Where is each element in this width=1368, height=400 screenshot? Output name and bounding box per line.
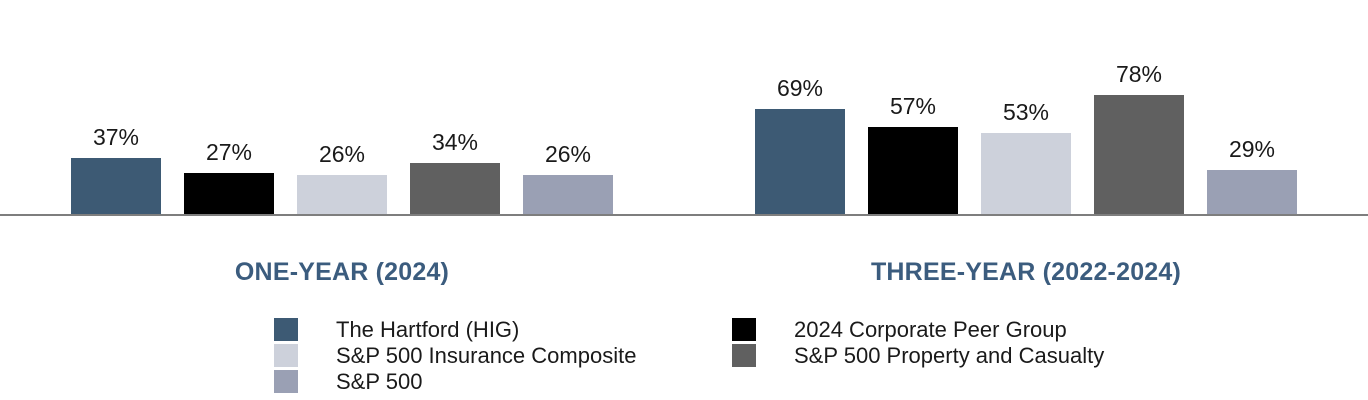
bar-value-label: 34% [431, 129, 479, 155]
legend-label: S&P 500 Property and Casualty [794, 342, 1105, 368]
legend-item: S&P 500 [274, 370, 636, 393]
bar-series-0-group-0 [71, 158, 161, 215]
bar-series-0-group-1 [755, 109, 845, 215]
bar-value-label: 37% [92, 124, 140, 150]
legend-label: The Hartford (HIG) [336, 316, 520, 342]
bar-series-2-group-1 [981, 133, 1071, 215]
bar-series-1-group-1 [868, 127, 958, 215]
bar-value-label: 27% [205, 139, 253, 165]
x-axis-line [0, 214, 1368, 216]
legend-label: S&P 500 Insurance Composite [336, 342, 637, 368]
category-label-three-year: THREE-YEAR (2022-2024) [870, 258, 1182, 286]
legend-item: 2024 Corporate Peer Group [732, 318, 1104, 341]
bar-series-3-group-0 [410, 163, 500, 215]
legend-column-right: 2024 Corporate Peer Group S&P 500 Propert… [732, 318, 1104, 367]
category-label-one-year: ONE-YEAR (2024) [234, 258, 450, 286]
bar-value-label: 29% [1228, 136, 1276, 162]
bar-value-label: 26% [318, 141, 366, 167]
legend-swatch [274, 344, 298, 367]
legend-swatch [732, 344, 756, 367]
bar-value-label: 78% [1115, 61, 1163, 87]
bar-value-label: 53% [1002, 99, 1050, 125]
bar-series-2-group-0 [297, 175, 387, 215]
bar-series-3-group-1 [1094, 95, 1184, 215]
bar-value-label: 26% [544, 141, 592, 167]
legend-item: S&P 500 Insurance Composite [274, 344, 636, 367]
legend-item: The Hartford (HIG) [274, 318, 636, 341]
bar-series-4-group-1 [1207, 170, 1297, 215]
legend-column-left: The Hartford (HIG) S&P 500 Insurance Comp… [274, 318, 636, 393]
bar-series-1-group-0 [184, 173, 274, 215]
bar-value-label: 57% [889, 93, 937, 119]
legend-label: 2024 Corporate Peer Group [794, 316, 1067, 342]
legend-label: S&P 500 [336, 368, 423, 394]
bar-series-4-group-0 [523, 175, 613, 215]
legend-swatch [274, 318, 298, 341]
legend-swatch [732, 318, 756, 341]
legend-item: S&P 500 Property and Casualty [732, 344, 1104, 367]
legend-swatch [274, 370, 298, 393]
bar-value-label: 69% [776, 75, 824, 101]
